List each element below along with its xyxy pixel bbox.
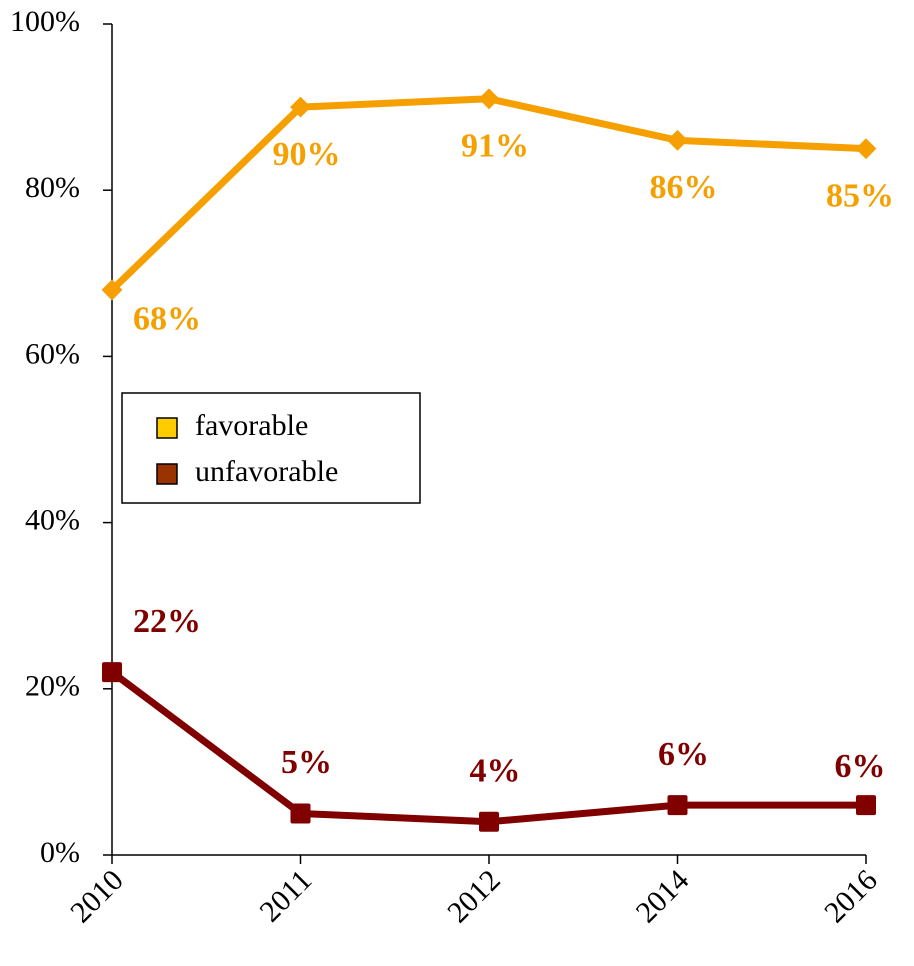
data-label: 90% [273, 136, 341, 173]
legend-swatch [156, 463, 178, 485]
x-tick-label: 2016 [818, 863, 884, 929]
point [667, 795, 688, 816]
y-tick-label: 80% [25, 171, 80, 204]
y-tick-label: 20% [25, 670, 80, 703]
data-label: 91% [461, 128, 529, 165]
data-label: 68% [133, 301, 201, 338]
y-tick-label: 0% [40, 836, 80, 869]
point [479, 811, 499, 832]
point [855, 138, 877, 160]
legend-swatch [156, 417, 178, 439]
series-line [109, 669, 866, 826]
x-tick-label: 2010 [64, 863, 130, 929]
point [856, 795, 876, 816]
point [101, 279, 123, 301]
x-tick-label: 2014 [630, 863, 696, 929]
data-label: 6% [658, 736, 709, 773]
y-tick-label: 100% [10, 5, 80, 38]
legend: favorable unfavorable [121, 392, 421, 504]
x-tick-label: 2011 [253, 863, 318, 928]
point [478, 88, 500, 110]
legend-label: favorable [195, 409, 308, 442]
point [667, 129, 688, 151]
data-label: 86% [650, 169, 718, 206]
data-label: 6% [835, 748, 886, 785]
point [290, 803, 311, 824]
data-label: 85% [826, 177, 894, 214]
y-tick-label: 40% [25, 503, 80, 536]
legend-label: unfavorable [195, 455, 338, 488]
data-label: 22% [133, 603, 201, 640]
point [102, 662, 122, 683]
x-tick-label: 2012 [441, 863, 507, 929]
data-label: 4% [470, 753, 521, 790]
point [290, 96, 311, 118]
y-tick-label: 60% [25, 337, 80, 370]
data-label: 5% [281, 744, 332, 781]
